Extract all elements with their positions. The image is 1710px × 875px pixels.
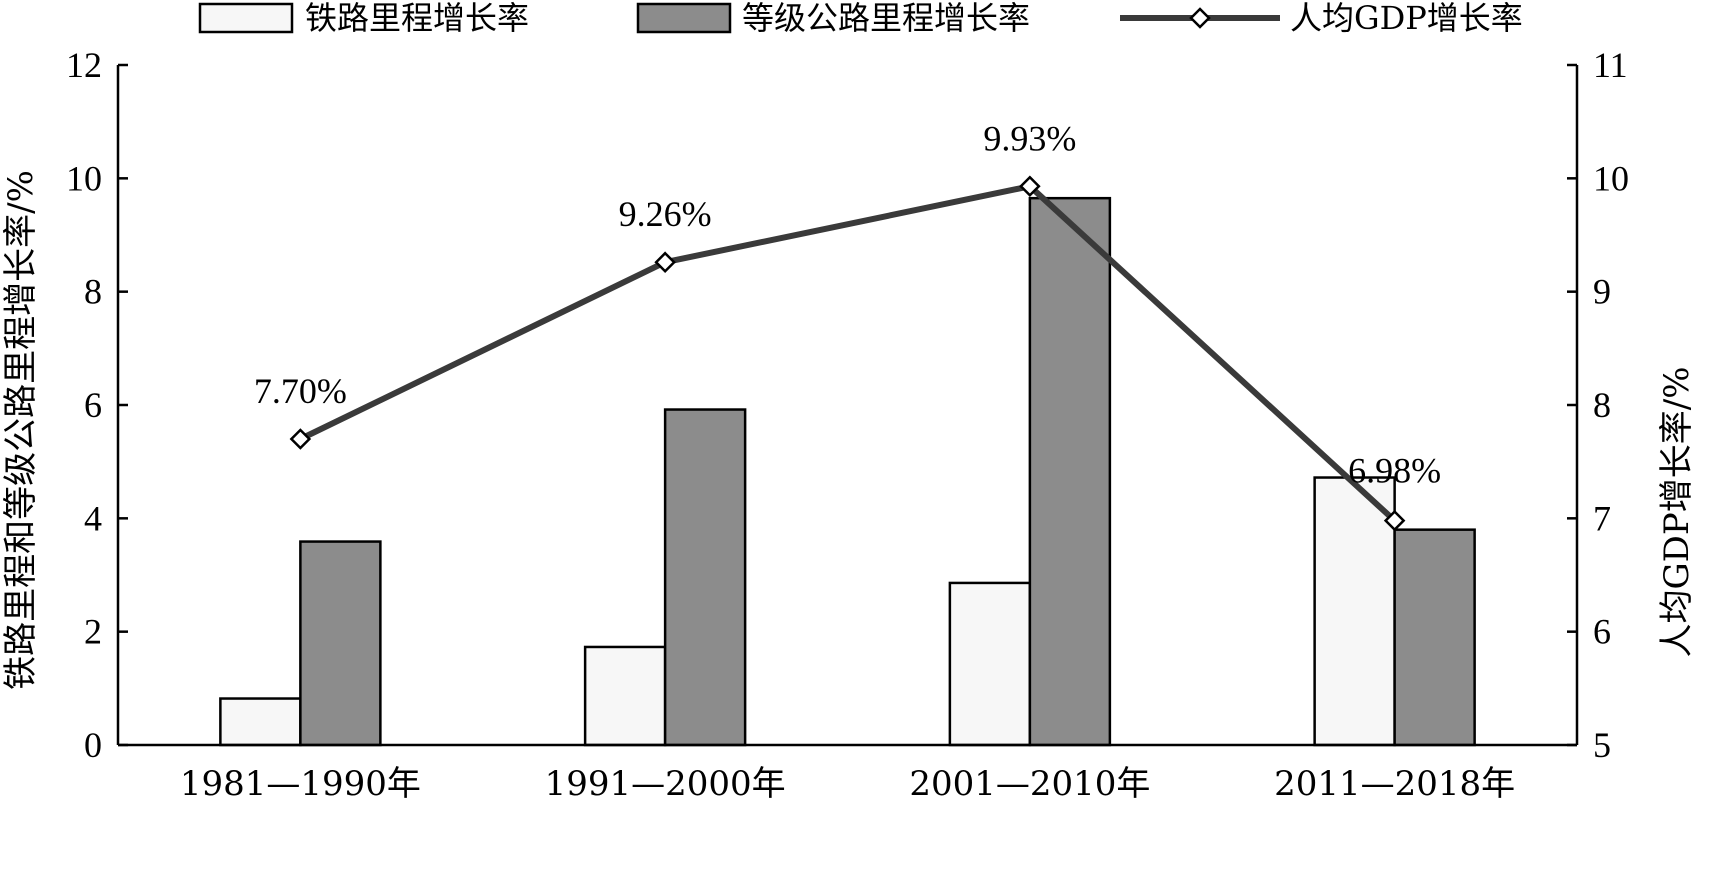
right-tick-label: 5: [1593, 725, 1611, 765]
bar-highway-0: [299, 540, 382, 747]
legend-label-railway: 铁路里程增长率: [305, 0, 529, 37]
left-tick-label: 12: [66, 45, 102, 85]
right-tick-label: 10: [1593, 158, 1629, 198]
left-tick-label: 0: [84, 725, 102, 765]
gdp-marker-2: [1019, 175, 1041, 198]
data-labels: 7.70% 9.26% 9.93% 6.98%: [254, 118, 1441, 490]
gdp-marker-1: [654, 251, 676, 273]
legend-swatch-gdp-marker: [1189, 7, 1211, 29]
legend-label-highway: 等级公路里程增长率: [742, 0, 1030, 37]
bar-railway-3: [1313, 476, 1396, 747]
legend-label-gdp: 人均GDP增长率: [1290, 0, 1523, 37]
gdp-line: [299, 183, 1397, 523]
line-series: [289, 175, 1406, 532]
x-tick-label: 1981—1990年: [180, 764, 421, 804]
gdp-marker-0: [289, 428, 312, 450]
left-tick-label: 6: [84, 385, 102, 425]
gdp-data-label: 9.93%: [983, 118, 1076, 158]
gdp-data-label: 6.98%: [1348, 451, 1441, 491]
right-tick-label: 9: [1593, 272, 1611, 312]
gdp-data-label: 9.26%: [619, 194, 712, 234]
bar-highway-1: [663, 408, 747, 747]
right-tick-label: 6: [1593, 612, 1611, 652]
legend-swatch-railway: [198, 2, 294, 34]
bar-highway-3: [1393, 528, 1476, 747]
x-tick-label: 1991—2000年: [545, 764, 786, 804]
left-tick-label: 4: [84, 498, 102, 538]
bar-railway-2: [948, 581, 1032, 747]
x-tick-label: 2001—2010年: [909, 764, 1150, 804]
legend-swatch-highway: [636, 2, 732, 34]
bar-highway-2: [1028, 196, 1112, 747]
legend: 铁路里程增长率 等级公路里程增长率 人均GDP增长率: [198, 0, 1523, 37]
bar-railway-1: [583, 645, 667, 747]
axes: 0 2 4 6 8 10 12 5 6 7 8 9 10 11 1981—1990年 1991—2000年 20…: [66, 45, 1629, 804]
left-axis-title: 铁路里程和等级公路里程增长率/%: [1, 170, 41, 690]
right-tick-label: 11: [1593, 45, 1628, 85]
right-tick-label: 8: [1593, 385, 1611, 425]
right-axis-title: 人均GDP增长率/%: [1657, 366, 1697, 657]
left-tick-label: 2: [84, 612, 102, 652]
left-tick-label: 10: [66, 158, 102, 198]
x-tick-label: 2011—2018年: [1274, 764, 1515, 804]
bars: [219, 196, 1476, 747]
gdp-data-label: 7.70%: [254, 371, 347, 411]
left-tick-label: 8: [84, 272, 102, 312]
bar-railway-0: [219, 697, 302, 747]
gdp-marker-3: [1383, 509, 1406, 532]
right-tick-label: 7: [1593, 498, 1611, 538]
